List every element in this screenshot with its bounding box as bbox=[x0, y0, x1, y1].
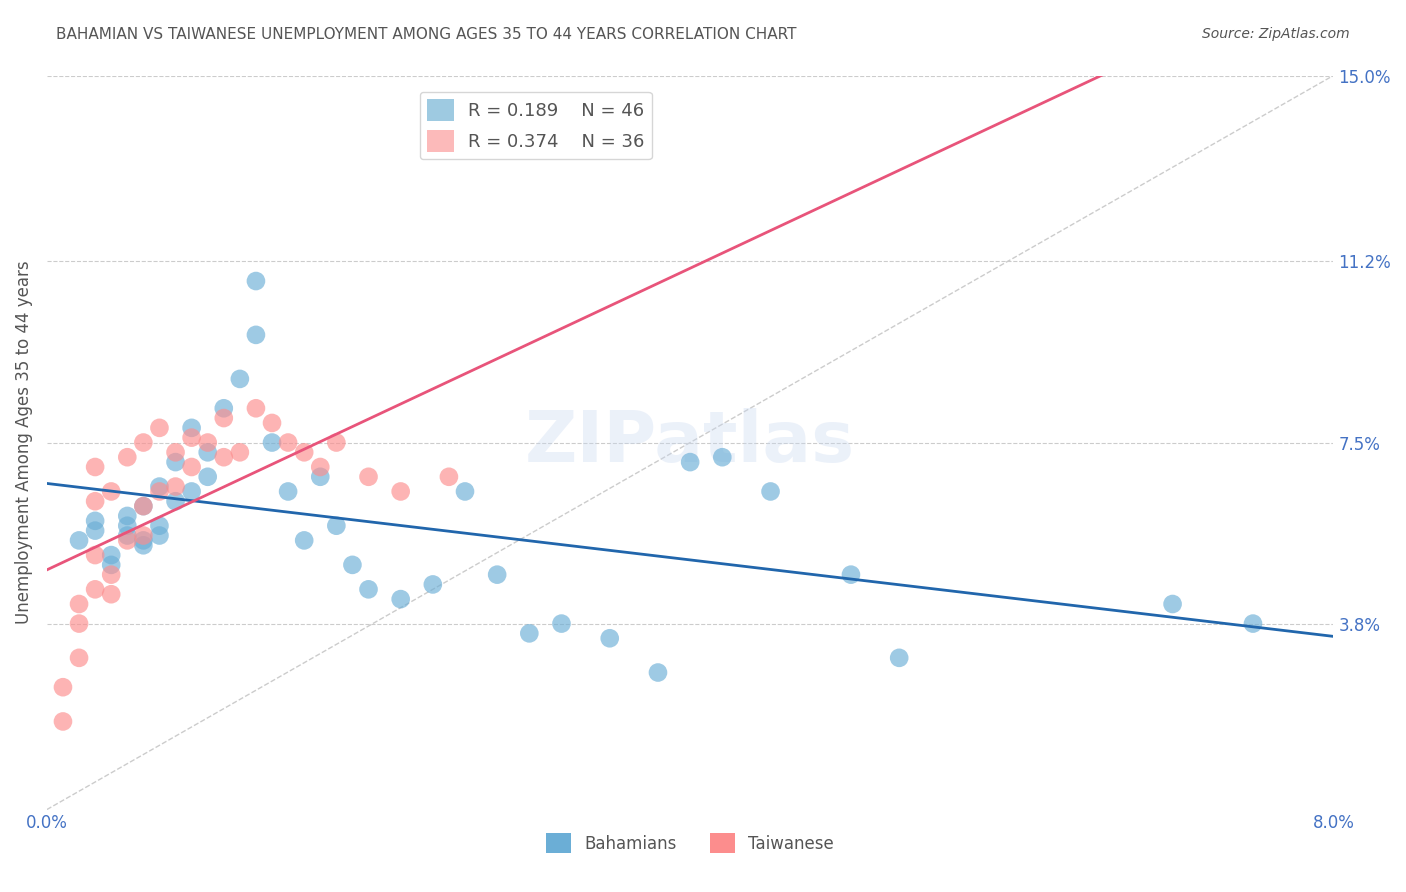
Point bbox=[197, 445, 219, 459]
Point bbox=[132, 533, 155, 548]
Point bbox=[84, 494, 107, 508]
Point bbox=[292, 533, 315, 548]
Point bbox=[389, 484, 412, 499]
Point bbox=[245, 327, 267, 342]
Point bbox=[165, 479, 187, 493]
Point bbox=[245, 401, 267, 416]
Point bbox=[67, 533, 90, 548]
Point bbox=[357, 470, 380, 484]
Point bbox=[889, 650, 911, 665]
Y-axis label: Unemployment Among Ages 35 to 44 years: Unemployment Among Ages 35 to 44 years bbox=[15, 260, 32, 624]
Point bbox=[165, 455, 187, 469]
Point bbox=[1241, 616, 1264, 631]
Point bbox=[229, 372, 252, 386]
Point bbox=[422, 577, 444, 591]
Point bbox=[180, 421, 202, 435]
Point bbox=[148, 518, 170, 533]
Legend: R = 0.189    N = 46, R = 0.374    N = 36: R = 0.189 N = 46, R = 0.374 N = 36 bbox=[419, 92, 652, 160]
Point bbox=[229, 445, 252, 459]
Point bbox=[84, 548, 107, 562]
Text: Source: ZipAtlas.com: Source: ZipAtlas.com bbox=[1202, 27, 1350, 41]
Point bbox=[180, 431, 202, 445]
Point bbox=[117, 528, 139, 542]
Point bbox=[84, 582, 107, 597]
Point bbox=[117, 508, 139, 523]
Point bbox=[52, 680, 75, 694]
Point bbox=[84, 524, 107, 538]
Point bbox=[357, 582, 380, 597]
Point bbox=[277, 484, 299, 499]
Point bbox=[132, 435, 155, 450]
Point bbox=[132, 499, 155, 513]
Point bbox=[132, 499, 155, 513]
Point bbox=[212, 401, 235, 416]
Point bbox=[197, 435, 219, 450]
Point bbox=[486, 567, 509, 582]
Point bbox=[132, 538, 155, 552]
Point bbox=[148, 484, 170, 499]
Point bbox=[389, 592, 412, 607]
Point bbox=[100, 587, 122, 601]
Point bbox=[1161, 597, 1184, 611]
Point bbox=[309, 460, 332, 475]
Point bbox=[260, 435, 283, 450]
Point bbox=[132, 528, 155, 542]
Point bbox=[325, 435, 347, 450]
Point bbox=[148, 528, 170, 542]
Point bbox=[277, 435, 299, 450]
Point bbox=[517, 626, 540, 640]
Point bbox=[100, 484, 122, 499]
Point bbox=[325, 518, 347, 533]
Text: ZIPatlas: ZIPatlas bbox=[524, 408, 855, 477]
Point bbox=[679, 455, 702, 469]
Point bbox=[309, 470, 332, 484]
Point bbox=[180, 484, 202, 499]
Point bbox=[117, 533, 139, 548]
Point bbox=[100, 558, 122, 572]
Point bbox=[117, 450, 139, 465]
Point bbox=[454, 484, 477, 499]
Point bbox=[292, 445, 315, 459]
Point bbox=[100, 567, 122, 582]
Point bbox=[839, 567, 862, 582]
Point bbox=[148, 479, 170, 493]
Point bbox=[84, 514, 107, 528]
Point bbox=[165, 494, 187, 508]
Point bbox=[180, 460, 202, 475]
Point bbox=[67, 597, 90, 611]
Point bbox=[647, 665, 669, 680]
Point bbox=[165, 445, 187, 459]
Point bbox=[437, 470, 460, 484]
Point bbox=[759, 484, 782, 499]
Point bbox=[84, 460, 107, 475]
Point bbox=[550, 616, 572, 631]
Point bbox=[212, 411, 235, 425]
Point bbox=[117, 518, 139, 533]
Point bbox=[100, 548, 122, 562]
Point bbox=[342, 558, 364, 572]
Point bbox=[260, 416, 283, 430]
Point bbox=[197, 470, 219, 484]
Point bbox=[711, 450, 734, 465]
Point bbox=[52, 714, 75, 729]
Point bbox=[599, 632, 621, 646]
Point bbox=[67, 616, 90, 631]
Point bbox=[67, 650, 90, 665]
Text: BAHAMIAN VS TAIWANESE UNEMPLOYMENT AMONG AGES 35 TO 44 YEARS CORRELATION CHART: BAHAMIAN VS TAIWANESE UNEMPLOYMENT AMONG… bbox=[56, 27, 797, 42]
Point bbox=[212, 450, 235, 465]
Point bbox=[148, 421, 170, 435]
Point bbox=[245, 274, 267, 288]
